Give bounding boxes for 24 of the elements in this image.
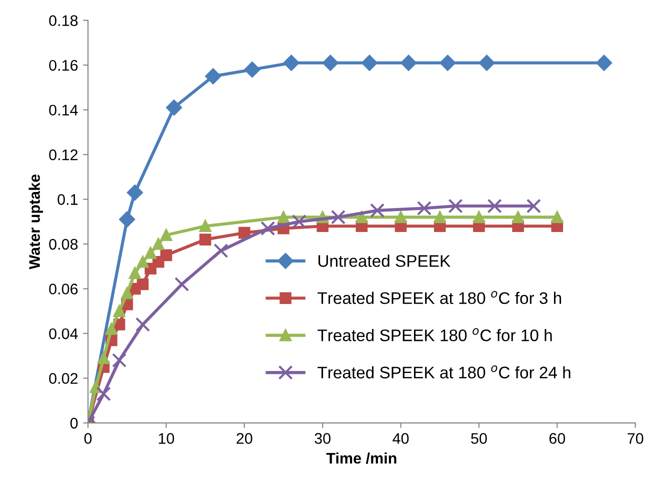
y-tick-label: 0.04 bbox=[49, 328, 78, 340]
y-axis-title: Water uptake bbox=[28, 174, 43, 270]
y-tick-label: 0.08 bbox=[49, 238, 78, 250]
legend-label: Untreated SPEEK bbox=[318, 254, 450, 267]
legend-label: Treated SPEEK 180 $^{o}$C for 10 h bbox=[318, 328, 552, 342]
x-tick-label: 10 bbox=[158, 433, 174, 444]
x-axis-title: Time /min bbox=[326, 452, 396, 464]
y-tick-label: 0.12 bbox=[49, 149, 78, 160]
y-tick-label: 0.06 bbox=[49, 284, 78, 294]
y-tick-label: 0 bbox=[70, 418, 78, 429]
x-tick-label: 60 bbox=[549, 433, 566, 444]
x-tick-label: 70 bbox=[628, 433, 644, 444]
x-tick-label: 50 bbox=[471, 433, 487, 444]
x-tick-label: 20 bbox=[236, 433, 252, 444]
legend-label: Treated SPEEK at 180 $^{o}$C for 24 h bbox=[318, 365, 570, 378]
y-tick-label: 0.18 bbox=[49, 15, 78, 26]
x-tick-label: 30 bbox=[314, 433, 330, 444]
y-tick-label: 0.14 bbox=[49, 104, 78, 116]
y-tick-label: 0.16 bbox=[49, 60, 78, 71]
x-tick-label: 40 bbox=[392, 433, 409, 444]
x-tick-label: 0 bbox=[84, 433, 92, 444]
y-tick-label: 0.1 bbox=[58, 194, 78, 205]
y-tick-label: 0.02 bbox=[49, 373, 78, 384]
legend-label: Treated SPEEK at 180 $^{o}$C for 3 h bbox=[318, 290, 562, 304]
